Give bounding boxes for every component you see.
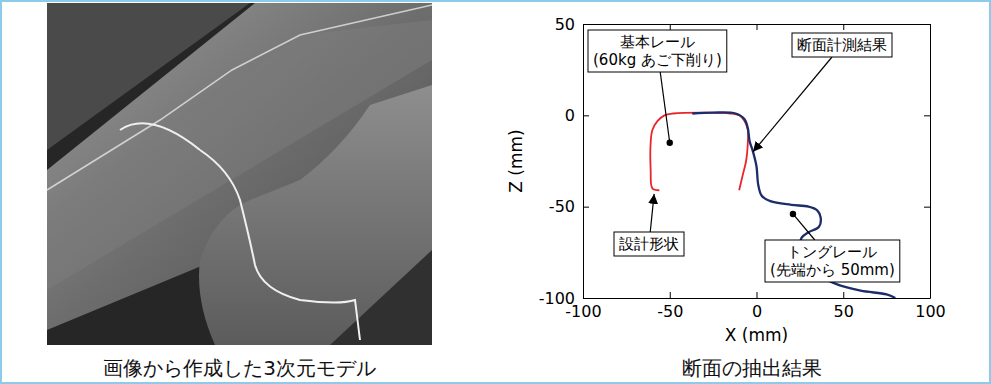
leader-line [793,214,815,240]
image-shape [330,250,432,345]
tick [924,207,930,208]
tick-mark [583,115,589,116]
image-background [47,3,432,345]
tick-mark [670,292,671,298]
image-caption: 画像から作成した3次元モデル [103,356,376,380]
axis: -100-50050100 [565,292,945,321]
annotation-text: 設計形状 [619,235,679,253]
tick-mark [757,24,758,30]
annotation-text: (先端から 50mm) [770,261,895,279]
tick-label: -50 [657,302,683,321]
tick-label: 0 [752,302,762,321]
tick-mark [583,207,589,208]
tick: -100 [539,289,589,308]
tick-mark [924,207,930,208]
annotations: 基本レール(60kg あご下削り) 断面計測結果設計形状 トングレール(先端から 5… [588,30,900,282]
chart-title: 断面の抽出結果 [682,356,822,380]
tick-mark [583,24,589,25]
tick: 50 [555,15,589,34]
tick-label: 50 [555,15,575,34]
annotation-box: 設計形状 [614,232,684,256]
tick: -50 [657,292,683,321]
axis: -100 -50 0 50 [539,15,589,308]
annotation-box: 基本レール(60kg あご下削り) [588,30,727,72]
tick-mark [924,24,930,25]
series-line [692,112,895,298]
plot-area [650,112,895,298]
tick-mark [670,24,671,30]
plot-background [583,24,930,298]
axis [584,24,931,30]
tick-label: -50 [549,197,575,216]
tick-mark [924,298,930,299]
annotation-text: (60kg あご下削り) [593,51,722,69]
annotation-box: トングレール(先端から 50mm) [765,240,900,282]
annotation-frame [765,240,900,282]
tick-mark [843,292,844,298]
tick-label: 50 [834,302,854,321]
axis-line [584,298,931,299]
tick-label: 100 [915,302,946,321]
tick-mark [583,298,589,299]
annotation-arrow [650,194,654,232]
tick-label: 0 [565,106,575,125]
tick: 0 [752,292,762,321]
tick [843,24,844,30]
y-axis-title: Z (mm) [506,129,526,192]
annotation-point [790,211,796,217]
tick: 0 [565,106,589,125]
x-axis-title: X (mm) [725,325,788,345]
image-section-line [120,123,200,150]
tick-mark [843,24,844,30]
leaders [650,57,832,240]
tick [924,115,930,116]
figure: 画像から作成した3次元モデル -100 -50 0 50 100 -100 -50 0 50 X (… [0,0,991,384]
tick-mark [757,292,758,298]
series-line [650,113,748,191]
tick [924,24,930,25]
axis-line [930,25,931,299]
tick [924,298,930,299]
tick-label: -100 [539,289,575,308]
annotation-frame [588,30,727,72]
figure-frame [1,1,990,383]
image-section-line [200,150,360,340]
tick [670,24,671,30]
image-section-line [47,5,432,190]
tick: 50 [834,292,854,321]
tick: -50 [549,197,589,216]
annotation-frame [614,232,684,256]
annotation-arrow [753,57,832,152]
annotation-text: 基本レール [620,33,695,51]
leader-line [660,72,670,143]
axis-line [583,25,584,299]
axis [924,25,931,299]
annotation-box: 断面計測結果 [792,33,892,57]
annotation-text: 断面計測結果 [797,36,887,54]
tick [757,24,758,30]
annotation-points [667,140,797,218]
tick-mark [924,115,930,116]
annotation-text: トングレール [787,243,877,261]
annotation-point [667,140,673,146]
model-image [47,3,432,345]
image-shape [199,85,432,345]
annotation-frame [792,33,892,57]
